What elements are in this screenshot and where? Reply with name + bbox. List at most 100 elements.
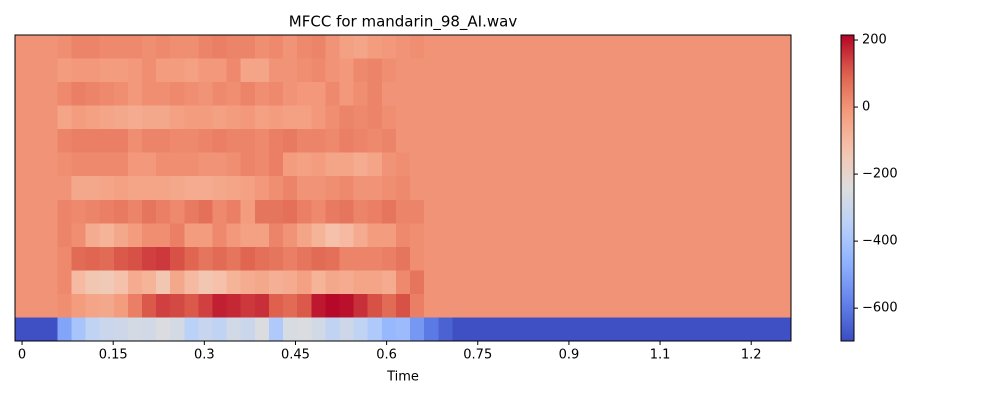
heatmap-cell [579,199,595,224]
heatmap-cell [635,58,651,83]
heatmap-cell [593,223,609,248]
heatmap-cell [776,270,792,295]
heatmap-cell [198,152,214,177]
heatmap-cell [254,270,270,295]
heatmap-cell [508,317,524,342]
heatmap-cell [311,223,326,248]
heatmap-cell [621,223,637,248]
heatmap-cell [621,105,637,130]
heatmap-cell [649,223,665,248]
heatmap-cell [480,82,496,107]
heatmap-cell [678,152,693,177]
heatmap-cell [29,35,44,60]
heatmap-cell [537,223,552,248]
heatmap-cell [141,199,157,224]
heatmap-cell [706,152,722,177]
heatmap-cell [480,223,496,248]
heatmap-cell [593,35,609,60]
heatmap-cell [113,105,129,130]
heatmap-cell [565,82,580,107]
heatmap-cell [692,152,707,177]
heatmap-cell [579,35,595,60]
heatmap-cell [254,293,270,319]
heatmap-cell [353,199,369,224]
heatmap-cell [565,199,580,224]
heatmap-cell [452,105,468,130]
heatmap-cell [395,199,411,224]
heatmap-cell [240,176,256,201]
heatmap-cell [664,246,679,271]
heatmap-cell [29,105,44,130]
heatmap-cell [664,317,679,342]
heatmap-cell [353,270,369,295]
heatmap-cell [240,270,256,295]
heatmap-cell [649,176,665,201]
heatmap-cell [339,246,355,271]
heatmap-cell [367,223,383,248]
heatmap-cell [706,223,722,248]
heatmap-cell [748,35,764,60]
heatmap-cell [649,246,665,271]
heatmap-cell [99,129,115,154]
heatmap-cell [71,35,87,60]
heatmap-cell [762,176,778,201]
heatmap-cell [198,82,214,107]
heatmap-cell [635,293,651,319]
heatmap-cell [565,223,580,248]
heatmap-cell [720,199,736,224]
heatmap-cell [607,223,623,248]
heatmap-cell [551,105,566,130]
heatmap-cell [551,129,566,154]
heatmap-cell [410,105,425,130]
heatmap-cell [551,223,566,248]
heatmap-cell [762,35,778,60]
heatmap-cell [480,176,496,201]
heatmap-cell [339,317,355,342]
heatmap-cell [85,176,101,201]
heatmap-cell [438,176,453,201]
heatmap-cell [734,223,750,248]
heatmap-cell [678,317,693,342]
heatmap-cell [198,270,214,295]
heatmap-cell [410,199,425,224]
heatmap-cell [311,176,326,201]
heatmap-cell [452,58,468,83]
heatmap-cell [226,105,242,130]
heatmap-cell [99,246,115,271]
heatmap-cell [43,176,58,201]
heatmap-cell [297,105,312,130]
heatmap-cell [508,270,524,295]
heatmap-cell [353,223,369,248]
heatmap-cell [240,82,256,107]
heatmap-cell [551,317,566,342]
heatmap-cell [664,129,679,154]
heatmap-cell [776,293,792,319]
heatmap-cell [71,129,87,154]
heatmap-cell [522,176,538,201]
heatmap-cell [268,129,284,154]
heatmap-cell [353,105,369,130]
heatmap-cell [240,152,256,177]
heatmap-cell [297,199,312,224]
heatmap-cell [226,293,242,319]
heatmap-cell [57,246,73,271]
colorbar-tick-label: −600 [862,301,898,316]
heatmap-cell [311,270,326,295]
heatmap-cell [156,246,171,271]
heatmap-cell [720,293,736,319]
heatmap-cell [635,246,651,271]
heatmap-cell [776,176,792,201]
heatmap-cell [692,199,707,224]
heatmap-cell [113,176,129,201]
heatmap-cell [508,35,524,60]
heatmap-cell [113,82,129,107]
heatmap-cell [395,82,411,107]
heatmap-cell [734,105,750,130]
heatmap-cell [170,246,185,271]
heatmap-cell [156,176,171,201]
heatmap-cell [43,152,58,177]
heatmap-cell [438,270,453,295]
heatmap-cell [466,176,482,201]
heatmap-cell [325,152,341,177]
heatmap-cell [607,246,623,271]
